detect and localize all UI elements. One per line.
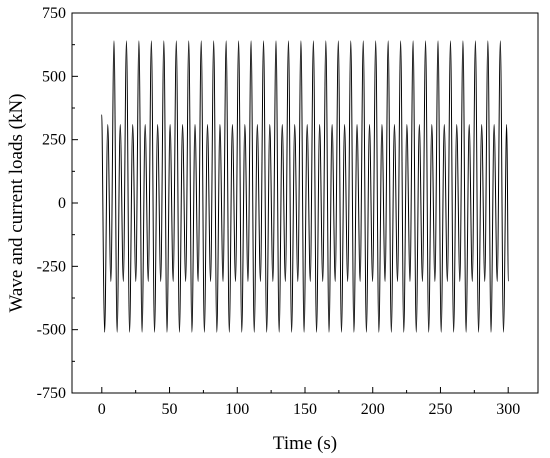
y-tick-label: 500 xyxy=(42,68,66,85)
x-tick-label: 50 xyxy=(162,401,178,418)
series-line xyxy=(101,40,509,333)
x-tick-label: 200 xyxy=(361,401,385,418)
x-tick-label: 300 xyxy=(496,401,520,418)
y-tick-label: 0 xyxy=(58,195,66,212)
y-tick-label: -500 xyxy=(37,322,66,339)
y-tick-label: 750 xyxy=(42,5,66,22)
x-tick-label: 150 xyxy=(293,401,317,418)
series-layer xyxy=(101,40,509,333)
y-tick-label: -750 xyxy=(37,385,66,402)
x-tick-label: 250 xyxy=(428,401,452,418)
y-tick-label: -250 xyxy=(37,258,66,275)
x-tick-label: 0 xyxy=(98,401,106,418)
ticks-layer: 0 50 100 150 200 250 300 -750 -500 -250 0 250 500 750 xyxy=(37,5,521,418)
y-axis-title: Wave and current loads (kN) xyxy=(6,94,27,313)
x-tick-label: 100 xyxy=(225,401,249,418)
y-tick-label: 250 xyxy=(42,132,66,149)
x-axis-title: Time (s) xyxy=(273,433,337,454)
